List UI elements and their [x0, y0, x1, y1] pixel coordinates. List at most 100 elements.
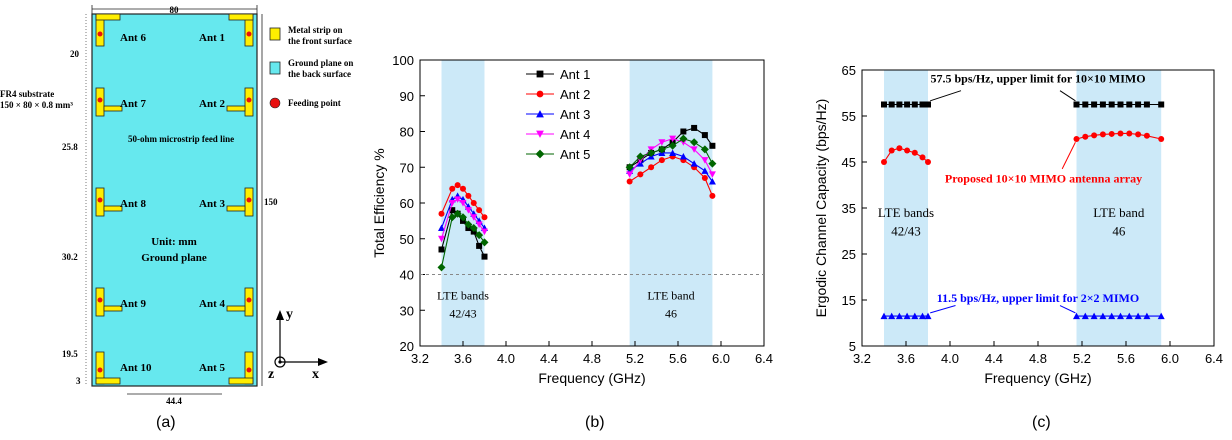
caption-b: (b)	[585, 414, 605, 431]
antenna-6: Ant 6	[95, 13, 146, 47]
data-point	[1143, 132, 1150, 139]
dim-width: 80	[170, 5, 180, 15]
y-axis-label: Total Efficiency %	[371, 148, 387, 257]
x-tick-label: 4.0	[941, 351, 959, 366]
y-tick-label: 50	[400, 232, 414, 247]
data-point	[476, 242, 483, 249]
legend-ground-swatch	[269, 61, 281, 75]
data-point	[536, 110, 544, 118]
feed-point	[246, 31, 252, 37]
data-point	[709, 192, 716, 199]
data-point	[911, 101, 918, 108]
data-point	[648, 164, 655, 171]
data-point	[881, 159, 887, 165]
substrate-note-2: 150 × 80 × 0.8 mm³	[0, 100, 73, 110]
data-point	[536, 70, 544, 78]
antenna-label: Ant 5	[199, 362, 225, 374]
data-point	[453, 209, 462, 218]
data-point	[438, 210, 445, 217]
data-point	[536, 130, 544, 138]
antenna-3: Ant 3	[199, 187, 254, 217]
data-point	[911, 149, 918, 156]
data-point	[464, 220, 473, 229]
data-point	[1143, 101, 1150, 108]
ground-plane-board	[91, 13, 258, 387]
y-tick-label: 65	[842, 63, 856, 78]
data-point	[636, 152, 645, 161]
antenna-8: Ant 8	[95, 187, 146, 217]
data-point	[465, 192, 472, 199]
series-line	[1076, 132, 1162, 140]
band-1	[884, 70, 928, 346]
legend-entry: Ant 2	[560, 87, 590, 102]
dim-mid-gap-1: 25.8	[62, 142, 78, 152]
annotation-2x2: 11.5 bps/Hz, upper limit for 2×2 MIMO	[937, 291, 1139, 305]
feed-point	[97, 97, 103, 103]
x-tick-label: 4.8	[1029, 351, 1047, 366]
data-point	[464, 207, 472, 214]
antenna-group: Ant 1 Ant 2 Ant 3 Ant 4 Ant 5 Ant 6 Ant 7 Ant 8…	[95, 13, 254, 385]
dim-bottom-gap: 19.5	[62, 349, 78, 359]
band-label: 46	[665, 306, 677, 320]
data-point	[438, 246, 445, 253]
x-tick-label: 4.4	[985, 351, 1003, 366]
data-point	[925, 159, 931, 165]
data-point	[691, 124, 698, 131]
data-point	[647, 148, 656, 157]
data-point	[680, 128, 687, 135]
feed-line-note: 50-ohm microstrip feed line	[128, 134, 234, 144]
data-point	[701, 132, 708, 139]
legend-metal-swatch	[269, 27, 281, 41]
data-point	[1126, 101, 1133, 108]
capacity-chart-panel: 3.2 3.6 4.0 4.4 4.8 5.2 5.6 6.0 6.4 5 15 25 35 45 55 65…	[800, 0, 1232, 435]
x-tick-label: 5.6	[1117, 351, 1135, 366]
legend-entry: Ant 1	[560, 67, 590, 82]
antenna-1: Ant 1	[199, 13, 254, 47]
data-point	[470, 200, 477, 206]
z-axis-icon	[274, 356, 286, 368]
data-point	[701, 167, 709, 174]
data-point	[459, 213, 467, 222]
axis-x-label: x	[312, 367, 319, 382]
band-2	[629, 60, 713, 346]
data-point	[919, 154, 926, 161]
data-point	[903, 312, 911, 320]
data-point	[1157, 312, 1165, 320]
data-point	[454, 182, 461, 189]
antenna-layout-panel: 80 150 20 25.8 30.2 19.5 3 44.4 FR4 subs…	[0, 0, 420, 435]
antenna-10: Ant 10	[95, 351, 152, 385]
antenna-label: Ant 4	[199, 298, 225, 310]
data-point	[1126, 130, 1133, 137]
x-tick-label: 3.6	[454, 351, 472, 366]
x-tick-label: 5.2	[626, 351, 644, 366]
data-point	[1135, 131, 1142, 138]
legend-ground-line1: Ground plane on	[288, 58, 353, 68]
y-tick-label: 90	[400, 89, 414, 104]
band-label: 46	[1112, 224, 1126, 239]
data-point	[1081, 312, 1089, 320]
data-point	[679, 153, 687, 160]
unit-label: Unit: mm	[151, 236, 197, 248]
data-point	[896, 101, 903, 108]
band-label: LTE band	[1093, 205, 1145, 220]
feed-point	[97, 367, 103, 373]
capacity-chart: 3.2 3.6 4.0 4.4 4.8 5.2 5.6 6.0 6.4 5 15 25 35 45 55 65…	[813, 63, 1223, 386]
antenna-label: Ant 10	[120, 362, 152, 374]
data-point	[904, 147, 911, 154]
data-point	[1125, 312, 1133, 320]
antenna-5: Ant 5	[199, 351, 254, 385]
y-tick-label: 20	[400, 339, 414, 354]
data-point	[888, 147, 895, 154]
antenna-4: Ant 4	[199, 287, 254, 317]
annotations: 57.5 bps/Hz, upper limit for 10×10 MIMO P…	[930, 71, 1146, 314]
antenna-label: Ant 8	[120, 198, 146, 210]
antenna-label: Ant 2	[199, 98, 225, 110]
data-point	[701, 174, 708, 181]
x-tick-label: 5.2	[1073, 351, 1091, 366]
data-point	[1117, 312, 1124, 320]
feed-point	[246, 297, 252, 303]
y-tick-label: 45	[842, 155, 856, 170]
data-point	[896, 145, 903, 152]
data-point	[1158, 136, 1165, 142]
antenna-9: Ant 9	[95, 287, 146, 317]
